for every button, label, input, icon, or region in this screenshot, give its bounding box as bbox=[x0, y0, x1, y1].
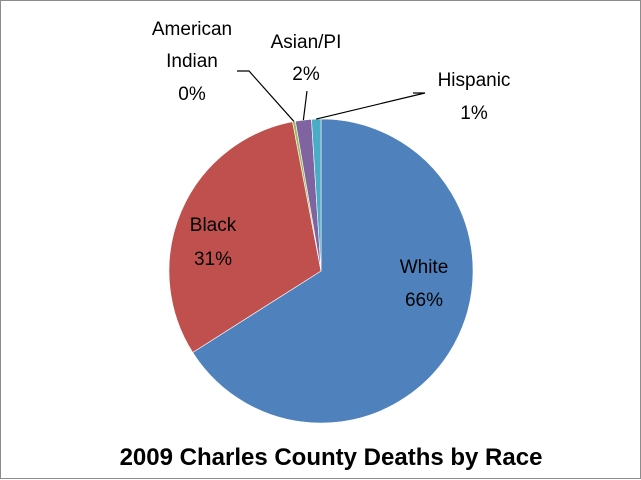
slice-label-american-indian-name-line1: American bbox=[152, 19, 232, 40]
leader-lines bbox=[237, 70, 426, 122]
slice-label-asian-pi-percent: 2% bbox=[292, 64, 320, 85]
slice-label-asian-pi-name: Asian/PI bbox=[271, 32, 342, 53]
pie-slices bbox=[168, 118, 474, 424]
slice-label-white-percent: 66% bbox=[405, 290, 443, 311]
slice-label-white-name: White bbox=[400, 257, 449, 278]
chart-title: 2009 Charles County Deaths by Race bbox=[120, 444, 543, 471]
slice-label-hispanic-percent: 1% bbox=[460, 103, 488, 124]
leader-line-asian-pi bbox=[302, 90, 308, 121]
leader-line-hispanic bbox=[316, 92, 426, 120]
pie-slice-white bbox=[192, 118, 474, 424]
slice-label-american-indian-percent: 0% bbox=[178, 84, 206, 105]
slice-label-black-name: Black bbox=[190, 215, 237, 236]
leader-line-american-indian bbox=[237, 70, 295, 122]
slice-label-hispanic-name: Hispanic bbox=[438, 70, 511, 91]
pie-slice-black bbox=[168, 121, 322, 353]
slice-label-black-percent: 31% bbox=[194, 249, 232, 270]
slice-label-american-indian-name-line2: Indian bbox=[166, 51, 218, 72]
slice-labels: White 66% Black 31% American Indian 0% A… bbox=[152, 19, 511, 311]
